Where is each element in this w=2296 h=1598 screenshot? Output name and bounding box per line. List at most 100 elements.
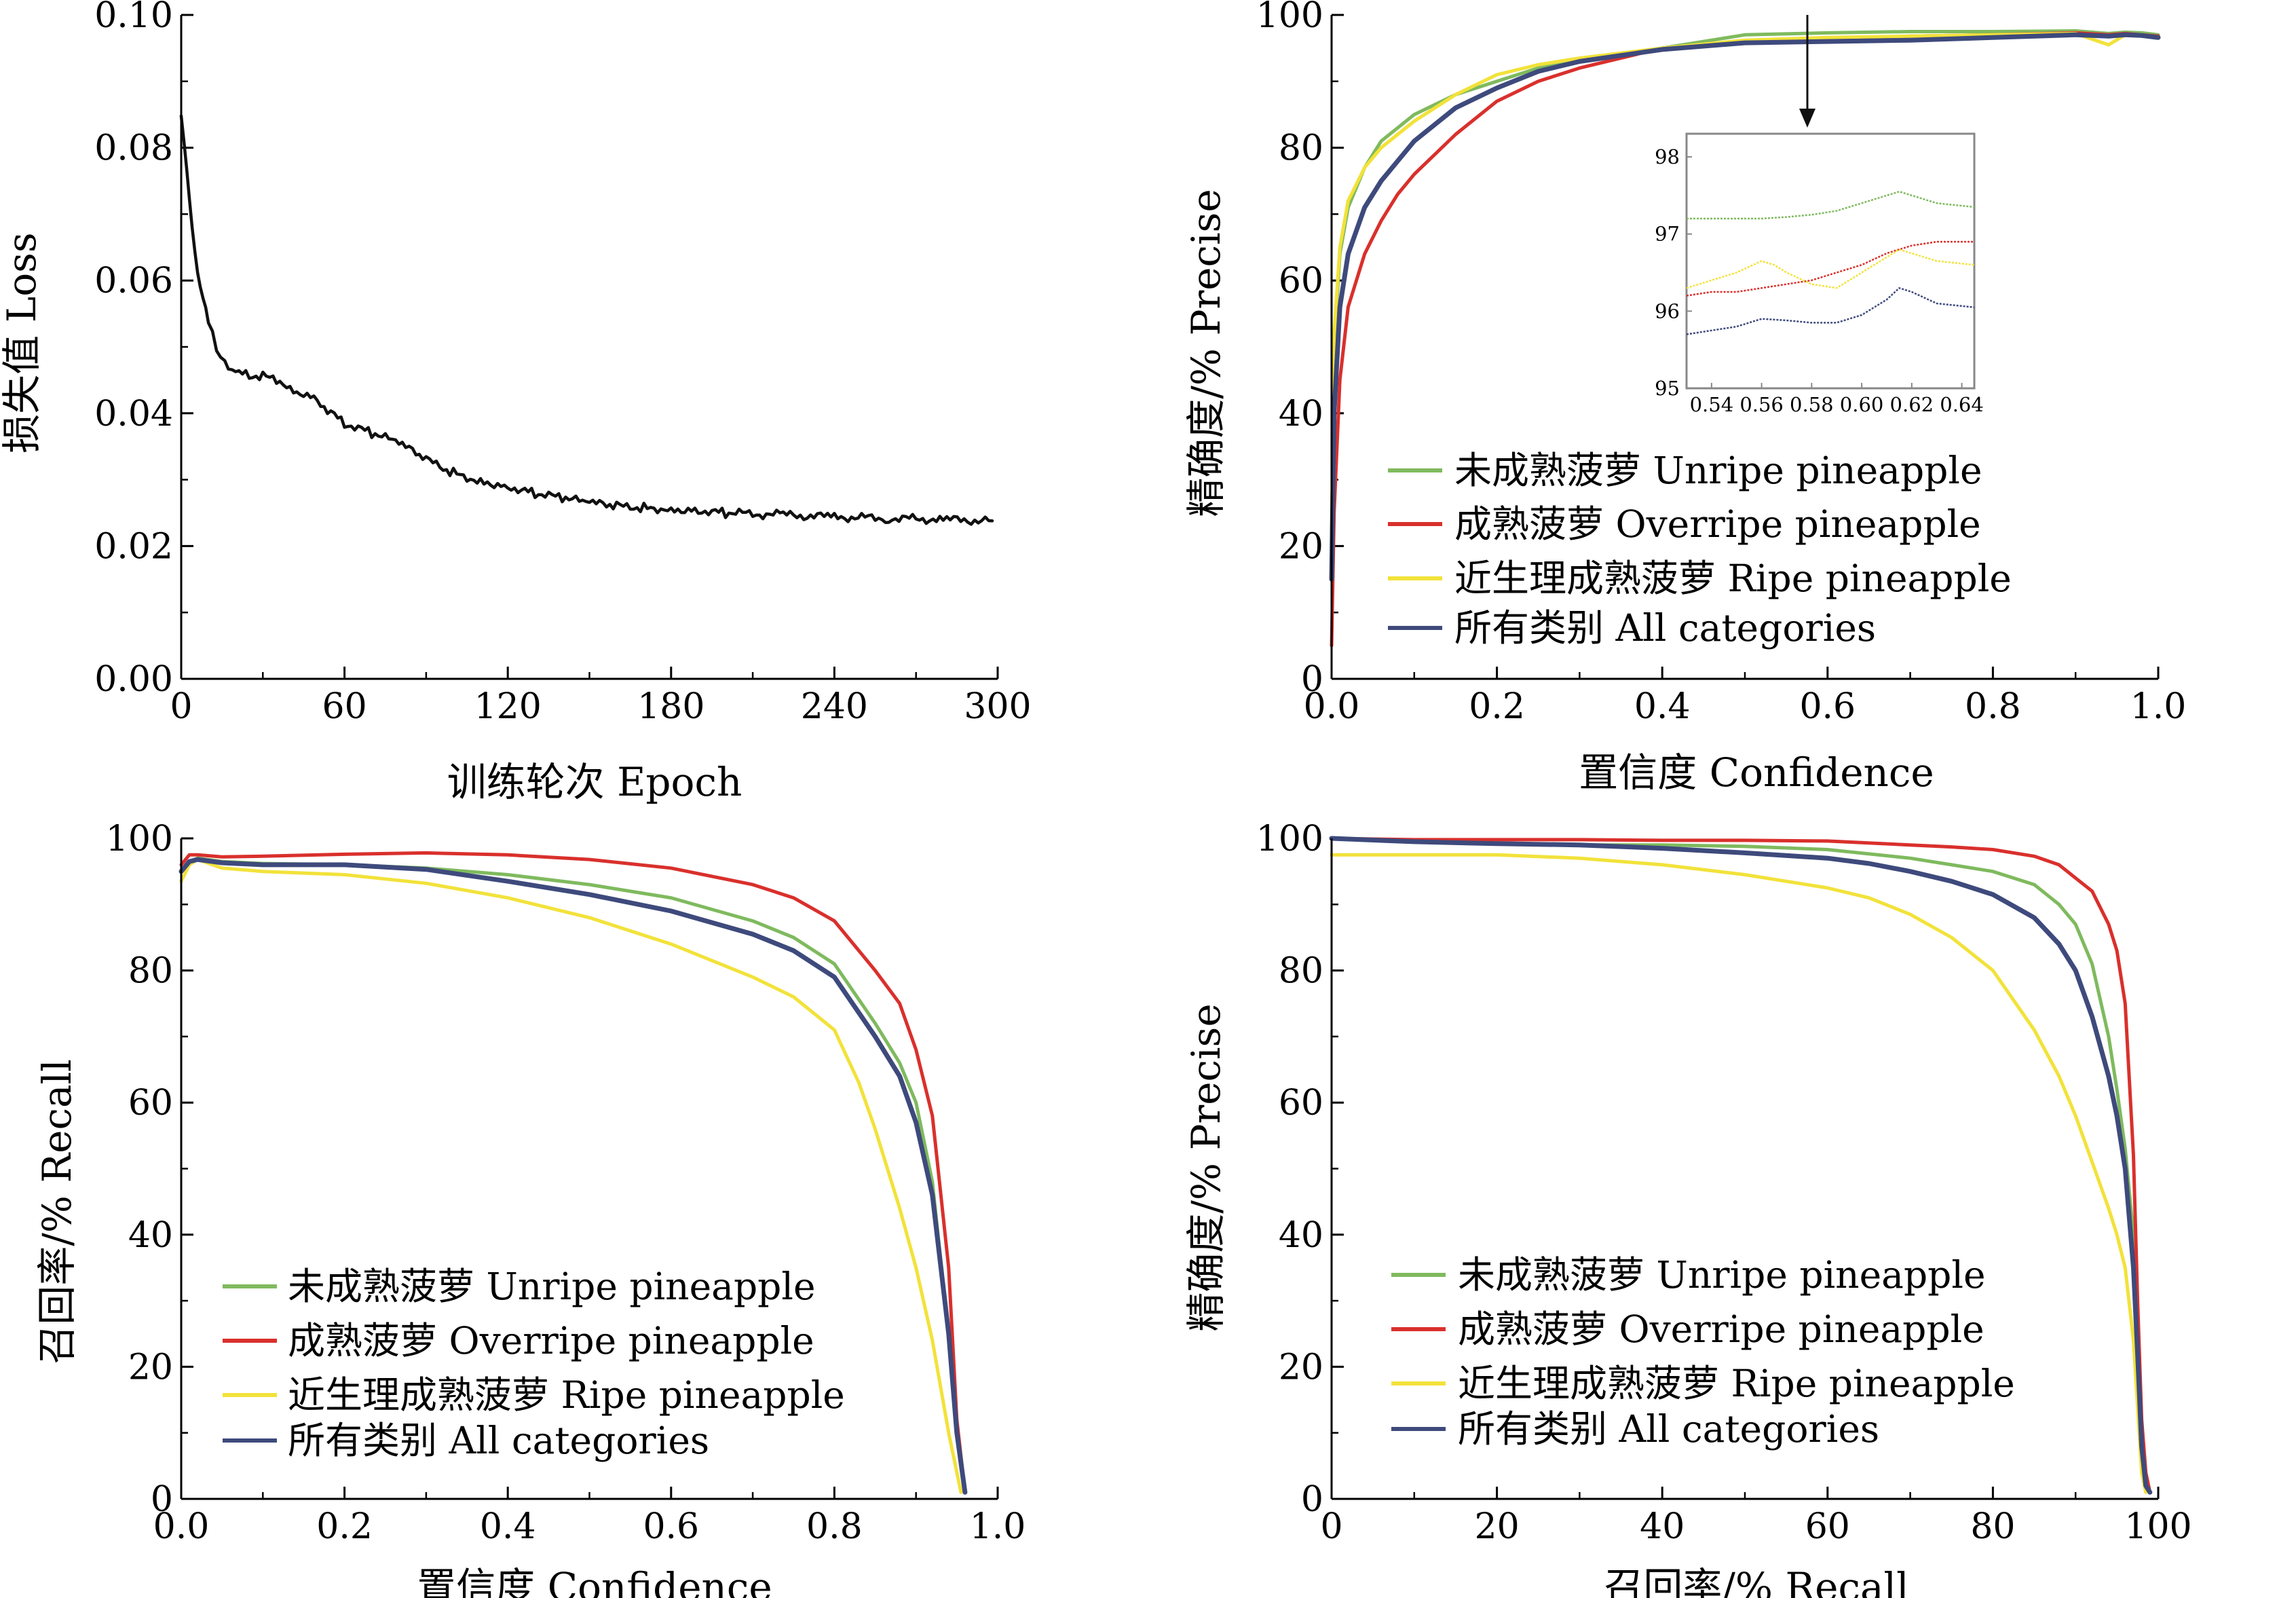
inset-line-unripe bbox=[1687, 190, 1975, 220]
recall-confidence-chart: 0.0 0.2 0.4 0.6 0.8 1.0 0 20 40 60 80 100 置信度 Confi… bbox=[34, 819, 1025, 1598]
x-tick-label: 0.8 bbox=[806, 1506, 863, 1547]
y-tick-label: 0.06 bbox=[94, 261, 173, 301]
legend-label-overripe: 成熟菠萝 Overripe pineapple bbox=[288, 1319, 814, 1362]
inset-y-tick-label: 98 bbox=[1655, 145, 1680, 168]
series-line-all bbox=[1329, 836, 2153, 1495]
inset-series bbox=[1686, 190, 1975, 335]
legend-label-all: 所有类别 All categories bbox=[1458, 1407, 1879, 1451]
precision-recall-axes bbox=[1330, 838, 2158, 1500]
x-tick-label: 0 bbox=[170, 686, 192, 727]
x-tick-label: 240 bbox=[801, 686, 868, 727]
loss-ticks: 0 60 120 180 240 300 0.00 0.02 0.04 0.06 0.08 0.10 bbox=[94, 0, 1031, 727]
legend-label-unripe: 未成熟菠萝 Unripe pineapple bbox=[288, 1265, 816, 1308]
x-tick-label: 0.2 bbox=[316, 1506, 373, 1547]
inset-x-tick-label: 0.56 bbox=[1739, 393, 1784, 416]
x-tick-label: 0.4 bbox=[1634, 686, 1691, 727]
series-line-ripe bbox=[1330, 31, 2160, 535]
x-tick-label: 180 bbox=[637, 686, 704, 727]
y-tick-label: 60 bbox=[1279, 261, 1323, 301]
legend-label-ripe: 近生理成熟菠萝 Ripe pineapple bbox=[1454, 557, 2012, 600]
zoom-arrow bbox=[1799, 15, 1815, 128]
y-tick-label: 0 bbox=[151, 1479, 173, 1520]
x-tick-label: 60 bbox=[322, 686, 367, 727]
y-tick-label: 20 bbox=[1279, 1347, 1323, 1388]
y-tick-label: 80 bbox=[1279, 951, 1323, 992]
series-line-overripe bbox=[1330, 836, 2152, 1494]
loss-series bbox=[179, 114, 994, 526]
x-tick-label: 80 bbox=[1970, 1506, 2015, 1547]
inset-x-tick-label: 0.54 bbox=[1690, 393, 1734, 416]
loss-chart: 0 60 120 180 240 3000.000.020.040.060.080.10 … bbox=[0, 0, 1032, 805]
precision-confidence-legend: 未成熟菠萝 Unripe pineapple 成熟菠萝 Overripe pin… bbox=[1388, 449, 2012, 650]
y-tick-label: 80 bbox=[1279, 128, 1323, 169]
inset-ticks: 0.54 0.56 0.58 0.60 0.62 0.64 95 96 97 98 bbox=[1655, 145, 1984, 416]
precision-recall-legend: 未成熟菠萝 Unripe pineapple 成熟菠萝 Overripe pin… bbox=[1391, 1253, 2015, 1451]
x-tick-label: 0.2 bbox=[1469, 686, 1525, 727]
legend-label-ripe: 近生理成熟菠萝 Ripe pineapple bbox=[1458, 1362, 2015, 1405]
legend-label-ripe: 近生理成熟菠萝 Ripe pineapple bbox=[288, 1373, 845, 1417]
x-tick-label: 40 bbox=[1640, 1506, 1685, 1547]
x-tick-label: 20 bbox=[1475, 1506, 1520, 1547]
legend-label-all: 所有类别 All categories bbox=[288, 1419, 709, 1462]
precision-recall-series bbox=[1329, 836, 2153, 1495]
precision-confidence-ticks: 0.0 0.2 0.4 0.6 0.8 1.0 0 20 40 60 80 100 bbox=[1256, 0, 2187, 727]
recall-confidence-series bbox=[178, 851, 968, 1495]
y-tick-label: 40 bbox=[1279, 1215, 1323, 1256]
x-tick-label: 1.0 bbox=[970, 1506, 1026, 1547]
precision-confidence-chart: 0.0 0.2 0.4 0.6 0.8 1.0 0 20 40 60 80 100 置信度 Confi… bbox=[1183, 0, 2186, 796]
series-line-loss bbox=[179, 114, 994, 526]
inset-y-tick-label: 97 bbox=[1655, 223, 1680, 246]
series-line-all bbox=[1329, 32, 2161, 582]
y-tick-label: 100 bbox=[1256, 819, 1323, 859]
legend-label-unripe: 未成熟菠萝 Unripe pineapple bbox=[1458, 1253, 1986, 1297]
x-tick-label: 0.6 bbox=[643, 1506, 699, 1547]
y-tick-label: 0.04 bbox=[94, 394, 173, 434]
y-tick-label: 100 bbox=[1256, 0, 1323, 36]
y-tick-label: 0 bbox=[1301, 659, 1323, 700]
inset-y-tick-label: 96 bbox=[1655, 299, 1680, 322]
precision-confidence-axes bbox=[1330, 15, 2158, 680]
y-tick-label: 40 bbox=[128, 1215, 173, 1256]
legend-label-all: 所有类别 All categories bbox=[1454, 606, 1876, 650]
recall-confidence-ticks: 0.0 0.2 0.4 0.6 0.8 1.0 0 20 40 60 80 100 bbox=[106, 819, 1026, 1547]
loss-x-axis-label: 训练轮次 Epoch bbox=[447, 759, 742, 805]
inset-line-ripe bbox=[1686, 248, 1975, 289]
precision-confidence-x-axis-label: 置信度 Confidence bbox=[1579, 749, 1934, 796]
precision-recall-y-axis-label: 精确度/% Precise bbox=[1183, 1003, 1229, 1331]
precision-recall-x-axis-label: 召回率/% Recall bbox=[1604, 1564, 1908, 1598]
x-tick-label: 0.4 bbox=[480, 1506, 536, 1547]
y-tick-label: 60 bbox=[1279, 1083, 1323, 1123]
y-tick-label: 100 bbox=[106, 819, 173, 859]
precision-confidence-series bbox=[1329, 29, 2161, 648]
inset-y-tick-label: 95 bbox=[1655, 377, 1680, 400]
x-tick-label: 0.6 bbox=[1799, 686, 1856, 727]
series-line-all bbox=[178, 857, 968, 1495]
inset-line-overripe bbox=[1686, 240, 1974, 297]
x-tick-label: 0.0 bbox=[1304, 686, 1360, 727]
inset-x-tick-label: 0.62 bbox=[1890, 393, 1934, 416]
series-line-ripe bbox=[1330, 853, 2148, 1494]
loss-axes bbox=[180, 15, 998, 680]
inset-x-tick-label: 0.64 bbox=[1940, 393, 1984, 416]
x-tick-label: 0.8 bbox=[1965, 686, 2021, 727]
y-tick-label: 0.00 bbox=[94, 659, 173, 700]
y-tick-label: 0.02 bbox=[94, 526, 173, 567]
y-tick-label: 0.10 bbox=[94, 0, 173, 36]
y-tick-label: 20 bbox=[128, 1347, 173, 1388]
inset-line-all bbox=[1686, 287, 1975, 335]
loss-y-axis-label: 损失值 Loss bbox=[0, 232, 45, 453]
recall-confidence-axes bbox=[180, 838, 998, 1500]
series-line-overripe bbox=[179, 851, 967, 1494]
y-tick-label: 40 bbox=[1279, 394, 1323, 434]
y-tick-label: 60 bbox=[128, 1083, 173, 1123]
x-tick-label: 0.0 bbox=[153, 1506, 210, 1547]
x-tick-label: 0 bbox=[1320, 1506, 1342, 1547]
zoom-inset: 0.54 0.56 0.58 0.60 0.62 0.64 95 96 97 98 bbox=[1655, 132, 1984, 416]
inset-x-tick-label: 0.58 bbox=[1790, 393, 1834, 416]
inset-x-tick-label: 0.60 bbox=[1840, 393, 1884, 416]
precision-recall-chart: 0 20 40 60 80 100 0 20 40 60 80 100 召回率/% Recall 精确… bbox=[1183, 819, 2192, 1598]
recall-confidence-y-axis-label: 召回率/% Recall bbox=[34, 1059, 80, 1364]
inset-frame bbox=[1685, 132, 1976, 390]
recall-confidence-legend: 未成熟菠萝 Unripe pineapple 成熟菠萝 Overripe pin… bbox=[223, 1265, 845, 1462]
